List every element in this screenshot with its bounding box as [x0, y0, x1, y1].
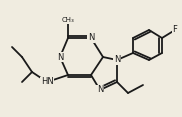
Text: N: N: [114, 55, 120, 64]
Text: CH₃: CH₃: [62, 17, 74, 23]
Text: N: N: [97, 86, 103, 95]
Text: N: N: [57, 53, 63, 62]
Text: HN: HN: [41, 77, 53, 86]
Text: F: F: [173, 26, 177, 35]
Text: N: N: [88, 33, 94, 42]
